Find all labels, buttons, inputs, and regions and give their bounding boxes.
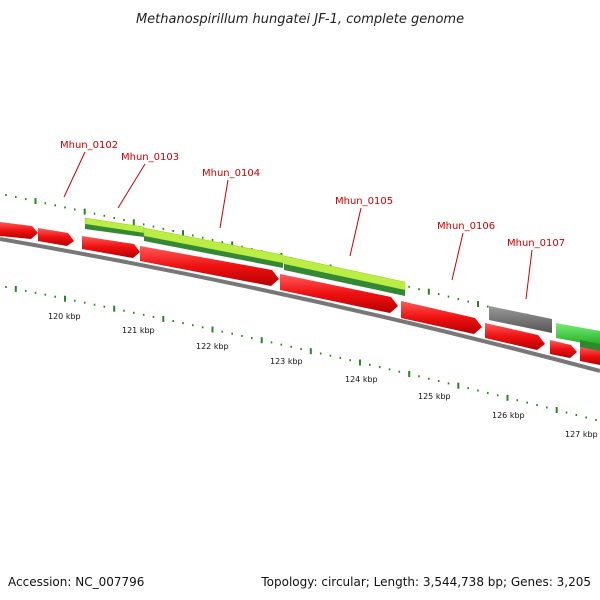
- ruler-label: 123 kbp: [270, 357, 303, 366]
- ruler-label: 126 kbp: [492, 411, 525, 420]
- cds-feature[interactable]: [485, 323, 545, 350]
- gene-feature[interactable]: [556, 323, 600, 346]
- gene-label-mhun-0107[interactable]: Mhun_0107: [507, 238, 565, 249]
- gene-label-mhun-0104[interactable]: Mhun_0104: [202, 168, 260, 179]
- ruler-labels: 120 kbp 121 kbp 122 kbp 123 kbp 124 kbp 125 k…: [48, 312, 598, 439]
- gene-label-mhun-0102[interactable]: Mhun_0102: [60, 140, 118, 151]
- gene-feature[interactable]: [85, 224, 144, 237]
- genome-backbone: [0, 237, 600, 373]
- gene-feature[interactable]: [144, 236, 283, 268]
- gene-feature[interactable]: [284, 264, 405, 296]
- ruler-label: 127 kbp: [565, 430, 598, 439]
- label-leader: [63, 151, 86, 198]
- label-leader: [349, 207, 362, 257]
- label-leader: [219, 179, 229, 229]
- gene-label-mhun-0105[interactable]: Mhun_0105: [335, 196, 393, 207]
- cds-feature[interactable]: [580, 347, 600, 365]
- cds-feature[interactable]: [82, 236, 140, 258]
- ruler-label: 124 kbp: [345, 375, 378, 384]
- ruler-label: 121 kbp: [122, 326, 155, 335]
- label-leader: [451, 232, 464, 281]
- cds-feature[interactable]: [38, 228, 74, 246]
- cds-feature[interactable]: [0, 222, 38, 239]
- gene-label-mhun-0103[interactable]: Mhun_0103: [121, 152, 179, 163]
- ruler-label: 120 kbp: [48, 312, 81, 321]
- ruler-ticks-bottom: [5, 285, 597, 421]
- cds-track: [0, 222, 600, 365]
- gene-labels: Mhun_0102 Mhun_0103 Mhun_0104 Mhun_0105 …: [60, 140, 565, 300]
- gene-track: [84, 217, 600, 352]
- cds-feature[interactable]: [280, 274, 398, 313]
- cds-feature[interactable]: [550, 340, 577, 358]
- gene-label-mhun-0106[interactable]: Mhun_0106: [437, 221, 495, 232]
- cds-feature[interactable]: [401, 301, 482, 334]
- cds-feature[interactable]: [140, 246, 279, 286]
- accession-text: Accession: NC_007796: [8, 575, 144, 589]
- pseudogene-feature[interactable]: [489, 306, 552, 333]
- genome-summary-text: Topology: circular; Length: 3,544,738 bp…: [260, 575, 591, 589]
- label-leader: [525, 249, 533, 300]
- ruler-label: 125 kbp: [418, 392, 451, 401]
- label-leader: [117, 163, 146, 209]
- ruler-label: 122 kbp: [196, 342, 229, 351]
- map-title: Methanospirillum hungatei JF-1, complete…: [136, 12, 464, 27]
